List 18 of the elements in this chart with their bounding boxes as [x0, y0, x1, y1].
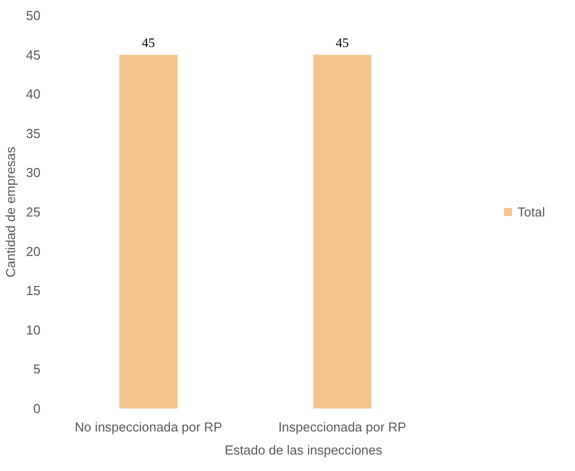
y-tick-label: 10	[26, 322, 41, 338]
x-tick-label: Inspeccionada por RP	[278, 420, 406, 434]
y-tick-label: 50	[26, 8, 41, 23]
y-tick-label: 5	[33, 362, 41, 377]
data-label: 45	[336, 34, 349, 50]
legend-label: Total	[518, 204, 545, 219]
x-tick-label: No inspeccionada por RP	[74, 420, 222, 434]
y-tick-label: 20	[26, 244, 41, 259]
y-tick-label: 25	[26, 204, 41, 220]
y-tick-label: 15	[26, 283, 41, 298]
data-label: 45	[142, 34, 155, 50]
y-axis-title: Cantidad de empresas	[3, 146, 18, 278]
y-tick-label: 0	[33, 401, 41, 416]
x-axis-title: Estado de las inspecciones	[224, 442, 383, 458]
y-tick-label: 30	[26, 165, 41, 180]
y-tick-label: 35	[26, 126, 41, 141]
y-tick-label: 40	[26, 86, 41, 102]
y-tick-label: 45	[26, 47, 41, 62]
